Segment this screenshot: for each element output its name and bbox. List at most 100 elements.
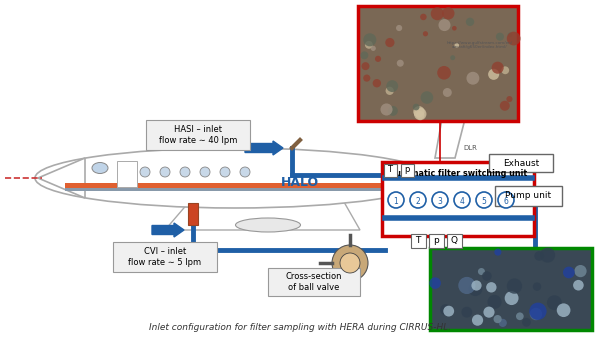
Circle shape xyxy=(450,55,455,60)
FancyBboxPatch shape xyxy=(146,120,250,150)
FancyBboxPatch shape xyxy=(117,161,137,187)
Circle shape xyxy=(421,91,433,104)
Text: Exhaust: Exhaust xyxy=(503,159,539,168)
Polygon shape xyxy=(38,158,85,198)
FancyBboxPatch shape xyxy=(428,234,443,247)
Circle shape xyxy=(486,282,497,292)
Circle shape xyxy=(540,247,555,263)
Circle shape xyxy=(443,306,454,316)
Circle shape xyxy=(340,253,360,273)
Text: Q: Q xyxy=(451,236,458,245)
FancyBboxPatch shape xyxy=(268,268,360,296)
Circle shape xyxy=(487,295,502,309)
Circle shape xyxy=(332,245,368,281)
Circle shape xyxy=(423,31,428,37)
Circle shape xyxy=(494,248,502,256)
Circle shape xyxy=(240,167,250,177)
Circle shape xyxy=(420,14,427,20)
Circle shape xyxy=(547,295,562,310)
Circle shape xyxy=(442,7,455,20)
Text: T: T xyxy=(388,166,392,174)
Circle shape xyxy=(361,51,368,59)
Ellipse shape xyxy=(235,218,301,232)
FancyBboxPatch shape xyxy=(358,6,518,121)
Text: 6: 6 xyxy=(503,196,508,206)
Text: 5: 5 xyxy=(482,196,487,206)
Text: p: p xyxy=(404,166,410,174)
FancyBboxPatch shape xyxy=(383,164,397,176)
Circle shape xyxy=(397,60,404,67)
Circle shape xyxy=(363,74,370,82)
Text: Cross-section
of ball valve: Cross-section of ball valve xyxy=(286,272,342,292)
Circle shape xyxy=(500,101,510,111)
Circle shape xyxy=(506,96,512,102)
FancyBboxPatch shape xyxy=(495,186,562,206)
Circle shape xyxy=(386,80,398,92)
Circle shape xyxy=(466,18,474,26)
FancyArrow shape xyxy=(245,141,283,155)
Text: Inlet configuration for filter sampling with HERA during CIRRUS-HL.: Inlet configuration for filter sampling … xyxy=(149,323,451,332)
Circle shape xyxy=(557,304,571,317)
FancyBboxPatch shape xyxy=(65,183,410,188)
Text: 2: 2 xyxy=(416,196,421,206)
Polygon shape xyxy=(435,80,475,158)
Circle shape xyxy=(180,167,190,177)
Circle shape xyxy=(508,32,512,38)
Circle shape xyxy=(414,108,427,120)
FancyArrow shape xyxy=(152,223,184,237)
Circle shape xyxy=(573,280,584,291)
Circle shape xyxy=(472,281,482,291)
Circle shape xyxy=(416,111,424,120)
Text: DLR: DLR xyxy=(463,145,477,151)
Ellipse shape xyxy=(35,148,435,208)
Circle shape xyxy=(440,304,451,315)
FancyBboxPatch shape xyxy=(382,162,534,236)
Circle shape xyxy=(410,192,426,208)
Circle shape xyxy=(466,72,479,84)
FancyBboxPatch shape xyxy=(410,234,425,247)
Text: https://www.gulfstream.com/en/
aircraft/g650er/index.html/: https://www.gulfstream.com/en/ aircraft/… xyxy=(447,41,513,49)
Text: CVI – inlet
flow rate ∼ 5 lpm: CVI – inlet flow rate ∼ 5 lpm xyxy=(128,247,202,267)
Circle shape xyxy=(533,282,541,291)
FancyBboxPatch shape xyxy=(446,234,461,247)
Circle shape xyxy=(220,167,230,177)
Text: Automatic filter switching unit: Automatic filter switching unit xyxy=(389,169,527,178)
Circle shape xyxy=(507,32,521,45)
Circle shape xyxy=(371,46,376,51)
Circle shape xyxy=(454,192,470,208)
Circle shape xyxy=(501,66,509,74)
Circle shape xyxy=(498,192,514,208)
Circle shape xyxy=(491,62,504,74)
Circle shape xyxy=(522,318,531,327)
Circle shape xyxy=(494,315,502,323)
Circle shape xyxy=(388,106,398,116)
Text: 1: 1 xyxy=(394,196,398,206)
Circle shape xyxy=(363,33,376,46)
FancyBboxPatch shape xyxy=(489,154,553,172)
Circle shape xyxy=(160,167,170,177)
Circle shape xyxy=(505,291,518,305)
Circle shape xyxy=(386,87,394,95)
Circle shape xyxy=(430,277,441,289)
Circle shape xyxy=(362,62,370,70)
FancyBboxPatch shape xyxy=(113,242,217,272)
Circle shape xyxy=(200,167,210,177)
Circle shape xyxy=(443,88,452,97)
Circle shape xyxy=(437,66,451,80)
FancyBboxPatch shape xyxy=(401,164,413,176)
Circle shape xyxy=(140,167,150,177)
Circle shape xyxy=(439,19,451,31)
Circle shape xyxy=(413,106,425,117)
Circle shape xyxy=(385,38,395,47)
Circle shape xyxy=(516,312,524,320)
Circle shape xyxy=(432,192,448,208)
Circle shape xyxy=(468,282,482,296)
Circle shape xyxy=(431,7,444,20)
Circle shape xyxy=(563,267,575,278)
Text: 3: 3 xyxy=(437,196,442,206)
Circle shape xyxy=(452,26,457,30)
Circle shape xyxy=(484,307,494,318)
Circle shape xyxy=(413,104,419,111)
Circle shape xyxy=(507,279,522,294)
Polygon shape xyxy=(165,195,360,230)
